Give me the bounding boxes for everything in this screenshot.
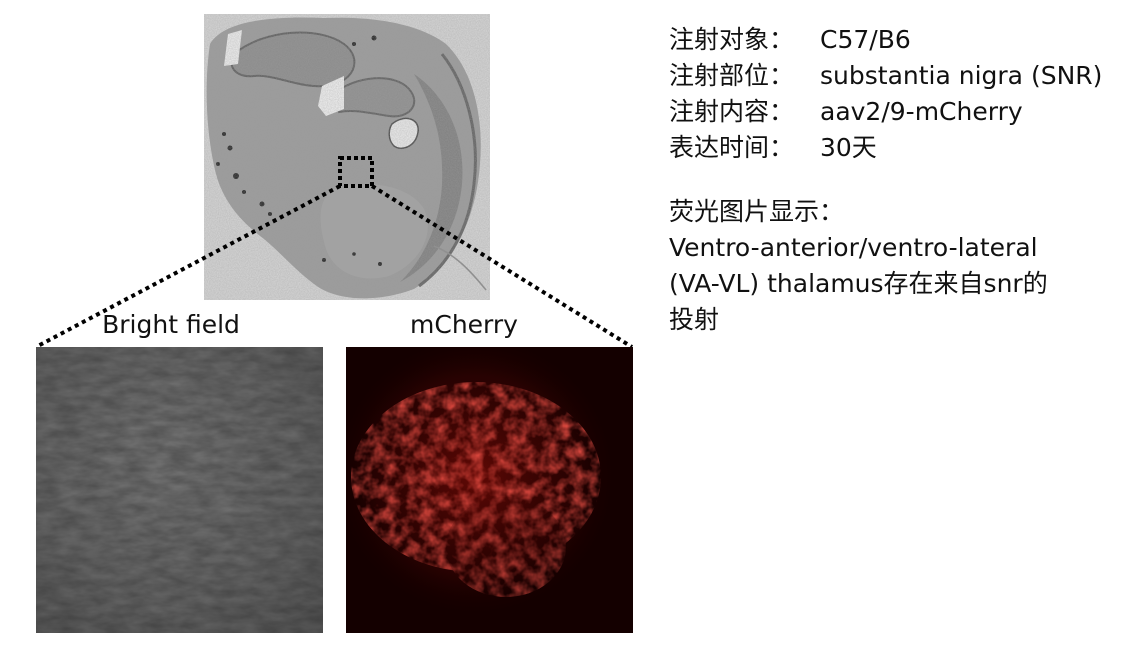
info-row-subject: 注射对象： C57/B6 — [669, 22, 1119, 58]
fluorescence-line: (VA-VL) thalamus存在来自snr的 — [669, 269, 1048, 298]
info-value: substantia nigra (SNR) — [820, 61, 1103, 90]
brain-section-image — [204, 14, 490, 300]
brain-section-drawing — [204, 14, 490, 300]
mcherry-label: mCherry — [410, 310, 518, 339]
info-key: 注射对象： — [669, 25, 795, 54]
info-row-content: 注射内容： aav2/9-mCherry — [669, 94, 1119, 130]
mcherry-texture — [346, 347, 633, 633]
fluorescence-heading: 荧光图片显示： — [669, 197, 845, 226]
info-value: aav2/9-mCherry — [820, 97, 1023, 126]
fluorescence-description: 荧光图片显示： Ventro-anterior/ventro-lateral (… — [669, 194, 1119, 338]
bright-field-label: Bright field — [102, 310, 240, 339]
injection-info: 注射对象： C57/B6 注射部位： substantia nigra (SNR… — [669, 22, 1119, 166]
info-value: C57/B6 — [820, 25, 911, 54]
fluorescence-line: Ventro-anterior/ventro-lateral — [669, 233, 1038, 262]
info-key: 注射内容： — [669, 97, 795, 126]
info-key: 注射部位： — [669, 61, 795, 90]
bright-field-texture — [36, 347, 323, 633]
info-key: 表达时间： — [669, 133, 795, 162]
info-row-site: 注射部位： substantia nigra (SNR) — [669, 58, 1119, 94]
mcherry-fluorescence-image — [346, 347, 633, 633]
info-value: 30天 — [820, 133, 877, 162]
fluorescence-line: 投射 — [669, 305, 720, 334]
info-row-time: 表达时间： 30天 — [669, 130, 1119, 166]
bright-field-image — [36, 347, 323, 633]
